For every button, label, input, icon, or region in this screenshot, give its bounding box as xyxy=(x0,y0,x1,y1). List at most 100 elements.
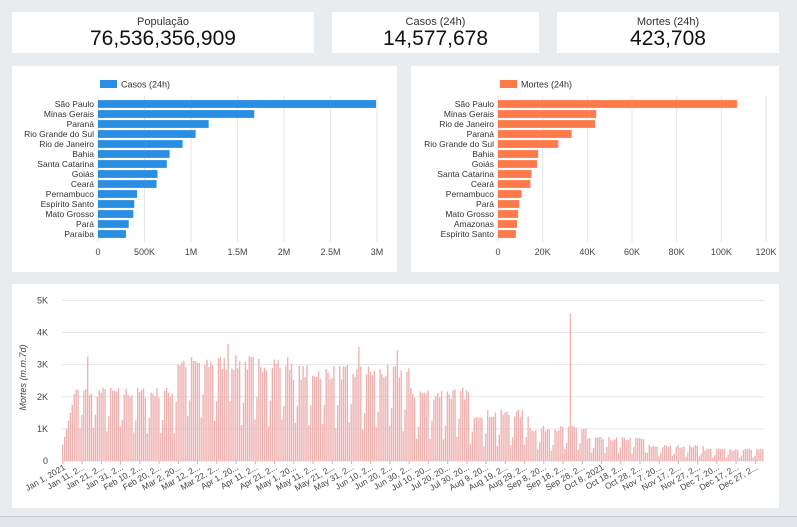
daily-bar[interactable] xyxy=(738,457,741,461)
daily-bar[interactable] xyxy=(683,446,685,461)
bar[interactable] xyxy=(498,230,516,238)
daily-bar[interactable] xyxy=(394,365,397,461)
bar[interactable] xyxy=(98,120,209,128)
daily-bar[interactable] xyxy=(340,379,343,461)
daily-bar[interactable] xyxy=(117,388,120,461)
daily-bar[interactable] xyxy=(381,373,383,461)
daily-bar[interactable] xyxy=(146,433,149,461)
daily-bar[interactable] xyxy=(163,390,166,461)
daily-bar[interactable] xyxy=(400,370,402,461)
daily-bar[interactable] xyxy=(483,446,485,461)
daily-bar[interactable] xyxy=(752,457,754,461)
daily-bar[interactable] xyxy=(171,393,174,461)
daily-bar[interactable] xyxy=(515,411,518,461)
daily-bar[interactable] xyxy=(385,375,387,461)
bar[interactable] xyxy=(498,120,596,128)
daily-bar[interactable] xyxy=(571,425,574,461)
daily-bar[interactable] xyxy=(365,374,368,461)
daily-bar[interactable] xyxy=(383,377,385,461)
daily-bar[interactable] xyxy=(479,417,481,461)
daily-bar[interactable] xyxy=(175,401,177,461)
daily-bar[interactable] xyxy=(379,369,381,461)
daily-bar[interactable] xyxy=(352,373,354,461)
daily-bar[interactable] xyxy=(723,448,725,461)
daily-bar[interactable] xyxy=(504,412,506,461)
daily-bar[interactable] xyxy=(585,428,587,461)
daily-bar[interactable] xyxy=(415,438,418,461)
daily-bar[interactable] xyxy=(463,399,466,461)
bar[interactable] xyxy=(98,200,135,208)
daily-bar[interactable] xyxy=(469,444,472,461)
daily-bar[interactable] xyxy=(127,394,129,461)
daily-bar[interactable] xyxy=(167,392,170,461)
daily-bar[interactable] xyxy=(223,357,225,461)
daily-bar[interactable] xyxy=(281,419,283,461)
daily-bar[interactable] xyxy=(358,346,360,461)
daily-bar[interactable] xyxy=(475,417,477,461)
daily-bar[interactable] xyxy=(285,365,287,461)
daily-bar[interactable] xyxy=(435,396,437,461)
daily-bar[interactable] xyxy=(165,387,168,461)
daily-bar[interactable] xyxy=(627,439,629,461)
daily-bar[interactable] xyxy=(473,418,475,461)
daily-bar[interactable] xyxy=(354,376,356,461)
daily-bar[interactable] xyxy=(444,425,447,461)
daily-bar[interactable] xyxy=(673,453,675,461)
daily-bar[interactable] xyxy=(550,450,552,461)
daily-bar[interactable] xyxy=(288,369,291,461)
daily-bar[interactable] xyxy=(62,444,64,461)
daily-bar[interactable] xyxy=(531,430,533,461)
daily-bar[interactable] xyxy=(198,362,200,461)
daily-bar[interactable] xyxy=(587,438,589,461)
daily-bar[interactable] xyxy=(512,437,514,461)
daily-bar[interactable] xyxy=(442,439,445,461)
bar[interactable] xyxy=(98,180,157,188)
daily-bar[interactable] xyxy=(521,410,524,461)
bar[interactable] xyxy=(98,230,126,238)
daily-bar[interactable] xyxy=(69,412,72,461)
daily-bar[interactable] xyxy=(325,369,327,461)
daily-bar[interactable] xyxy=(215,401,218,461)
daily-bar[interactable] xyxy=(192,360,195,461)
daily-bar[interactable] xyxy=(92,427,95,461)
daily-bar[interactable] xyxy=(137,387,139,461)
daily-bar[interactable] xyxy=(644,452,647,461)
daily-bar[interactable] xyxy=(542,425,545,461)
legend-label[interactable]: Mortes (24h) xyxy=(521,80,572,90)
daily-bar[interactable] xyxy=(237,368,239,461)
daily-bar[interactable] xyxy=(227,343,229,461)
daily-bar[interactable] xyxy=(546,429,549,461)
daily-bar[interactable] xyxy=(617,452,620,461)
daily-bar[interactable] xyxy=(121,419,124,461)
daily-bar[interactable] xyxy=(690,447,693,461)
bar[interactable] xyxy=(498,210,519,218)
daily-bar[interactable] xyxy=(350,404,352,461)
daily-bar[interactable] xyxy=(108,416,110,461)
daily-bar[interactable] xyxy=(427,390,429,461)
daily-bar[interactable] xyxy=(687,452,689,461)
daily-bar[interactable] xyxy=(346,364,349,461)
bar[interactable] xyxy=(98,160,167,168)
daily-bar[interactable] xyxy=(492,416,495,461)
daily-bar[interactable] xyxy=(154,396,156,461)
legend-label[interactable]: Casos (24h) xyxy=(121,80,170,90)
daily-bar[interactable] xyxy=(129,396,131,461)
daily-bar[interactable] xyxy=(485,433,487,461)
daily-bar[interactable] xyxy=(302,366,304,461)
daily-bar[interactable] xyxy=(248,356,250,461)
daily-bar[interactable] xyxy=(369,371,372,461)
daily-bar[interactable] xyxy=(138,392,141,461)
daily-bar[interactable] xyxy=(219,356,222,461)
daily-bar[interactable] xyxy=(169,396,172,461)
daily-bar[interactable] xyxy=(758,449,760,461)
daily-bar[interactable] xyxy=(377,411,379,461)
daily-bar[interactable] xyxy=(488,416,491,461)
daily-bar[interactable] xyxy=(729,449,731,461)
daily-bar[interactable] xyxy=(265,370,268,461)
daily-bar[interactable] xyxy=(177,364,179,461)
daily-bar[interactable] xyxy=(287,356,289,461)
daily-bar[interactable] xyxy=(202,394,204,461)
daily-bar[interactable] xyxy=(144,397,147,461)
daily-bar[interactable] xyxy=(696,445,699,461)
daily-bar[interactable] xyxy=(423,392,425,461)
